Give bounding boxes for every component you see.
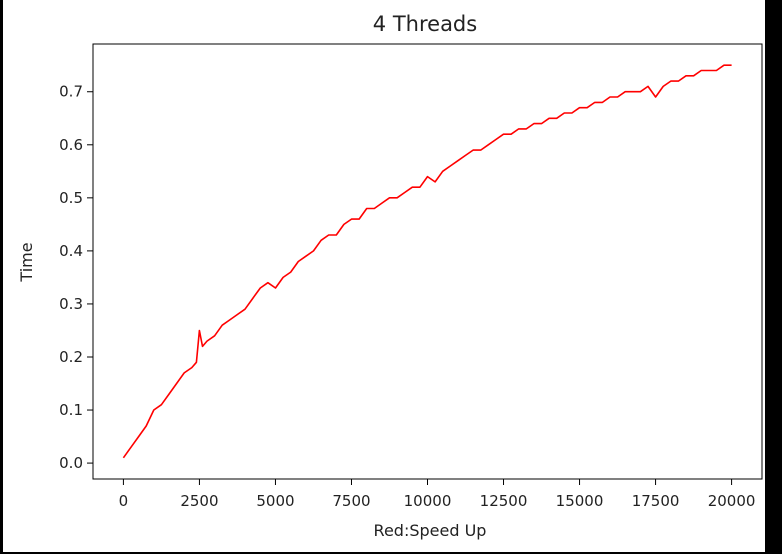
plot-area (122, 64, 732, 459)
x-tick-label: 17500 (632, 492, 680, 510)
x-tick-label: 10000 (404, 492, 452, 510)
y-tick-label: 0.4 (59, 242, 83, 260)
line-chart: 4 Threads 0.0 0.1 0.2 0.3 0.4 0.5 0.6 0.7 0 2500… (17, 12, 763, 540)
x-tick-label: 5000 (256, 492, 294, 510)
x-tick-label: 0 (119, 492, 129, 510)
y-tick-label: 0.5 (59, 189, 83, 207)
y-tick-label: 0.7 (59, 83, 83, 101)
y-tick-label: 0.1 (59, 401, 83, 419)
y-tick-label: 0.0 (59, 454, 83, 472)
x-tick-label: 12500 (480, 492, 528, 510)
series-line (122, 64, 732, 459)
y-tick-label: 0.3 (59, 295, 83, 313)
x-tick-label: 7500 (332, 492, 370, 510)
y-tick-label: 0.2 (59, 348, 83, 366)
y-axis: 0.0 0.1 0.2 0.3 0.4 0.5 0.6 0.7 (59, 83, 93, 472)
x-tick-label: 2500 (180, 492, 218, 510)
y-tick-label: 0.6 (59, 136, 83, 154)
chart-canvas: 4 Threads 0.0 0.1 0.2 0.3 0.4 0.5 0.6 0.7 0 2500… (3, 0, 765, 552)
y-axis-label: Time (17, 242, 36, 282)
plot-frame (92, 43, 763, 480)
chart-title: 4 Threads (373, 12, 477, 36)
x-tick-label: 20000 (708, 492, 756, 510)
x-axis: 0 2500 5000 7500 10000 12500 15000 17500 20000 (119, 479, 756, 510)
x-axis-label: Red:Speed Up (374, 521, 487, 540)
x-tick-label: 15000 (556, 492, 604, 510)
